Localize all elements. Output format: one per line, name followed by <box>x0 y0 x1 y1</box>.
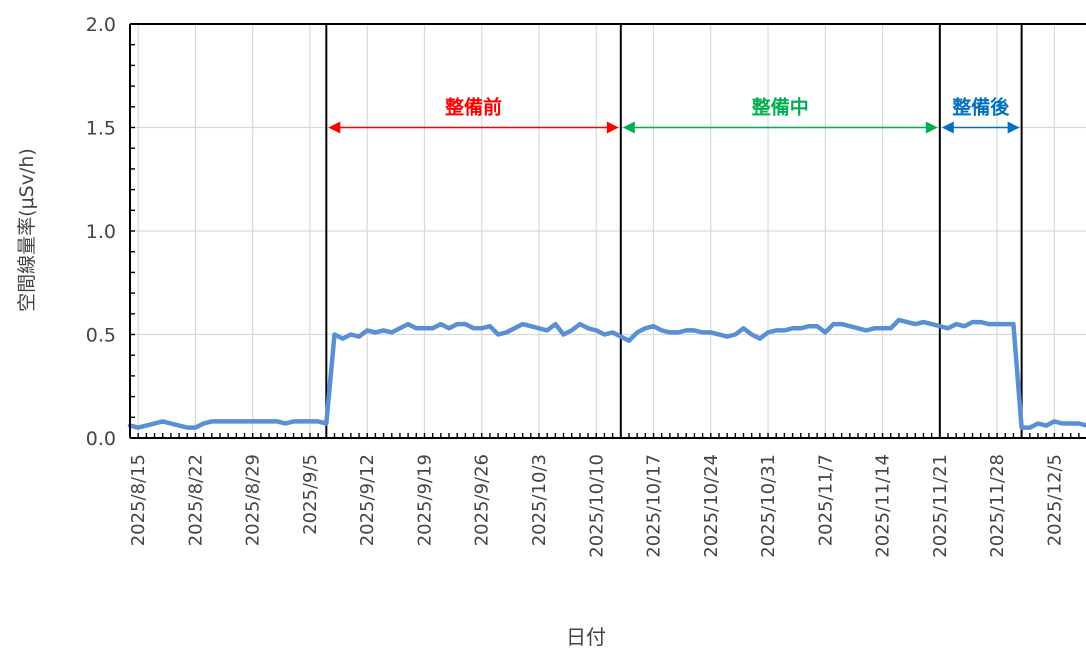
x-tick-label: 2025/10/17 <box>644 454 665 558</box>
x-tick-label: 2025/9/19 <box>414 454 435 546</box>
series-layer <box>130 320 1086 428</box>
x-tick-label: 2025/10/31 <box>758 454 779 558</box>
period-arrow-head-right <box>926 122 938 134</box>
x-tick-label: 2025/8/29 <box>243 454 264 546</box>
x-tick-label: 2025/8/22 <box>185 454 206 546</box>
period-arrow-head-left <box>328 122 340 134</box>
period-arrow: 整備前 <box>328 96 618 134</box>
period-arrow-head-right <box>1008 122 1020 134</box>
gridlines <box>130 24 1086 438</box>
period-arrow-head-right <box>607 122 619 134</box>
period-arrow: 整備後 <box>942 96 1020 134</box>
y-tick-label: 2.0 <box>86 14 116 36</box>
period-annotations: 整備前 整備中 整備後 <box>328 96 1019 134</box>
x-tick-label: 2025/11/28 <box>987 454 1008 558</box>
period-label: 整備前 <box>445 96 502 119</box>
y-tick-label: 1.0 <box>86 221 116 243</box>
y-tick-labels: 0.0 0.5 1.0 1.5 2.0 <box>86 14 116 450</box>
x-tick-label: 2025/9/12 <box>357 454 378 546</box>
x-tick-label: 2025/9/5 <box>300 454 321 535</box>
x-tick-label: 2025/11/14 <box>873 454 894 558</box>
y-tick-label: 0.5 <box>86 325 116 347</box>
y-axis-title: 空間線量率(μSv/h) <box>16 148 38 312</box>
x-tick-label: 2025/10/10 <box>586 454 607 558</box>
period-label: 整備中 <box>752 96 809 119</box>
x-tick-label: 2025/11/21 <box>930 454 951 558</box>
series-line <box>130 320 1086 428</box>
period-label: 整備後 <box>952 96 1010 119</box>
x-tick-label: 2025/11/7 <box>815 454 836 546</box>
x-tick-label: 2025/9/26 <box>472 454 493 546</box>
period-arrow-head-left <box>942 122 954 134</box>
period-arrow: 整備中 <box>623 96 938 134</box>
x-axis-title: 日付 <box>566 625 606 649</box>
y-tick-label: 0.0 <box>86 428 116 450</box>
x-tick-label: 2025/12/5 <box>1044 454 1065 546</box>
period-arrow-head-left <box>623 122 635 134</box>
x-tick-label: 2025/10/24 <box>701 454 722 558</box>
x-tick-labels: 2025/8/15 2025/8/22 2025/8/29 2025/9/5 2025/… <box>128 454 1065 558</box>
y-tick-label: 1.5 <box>86 118 116 140</box>
x-tick-label: 2025/8/15 <box>128 454 149 546</box>
x-tick-label: 2025/10/3 <box>529 454 550 546</box>
